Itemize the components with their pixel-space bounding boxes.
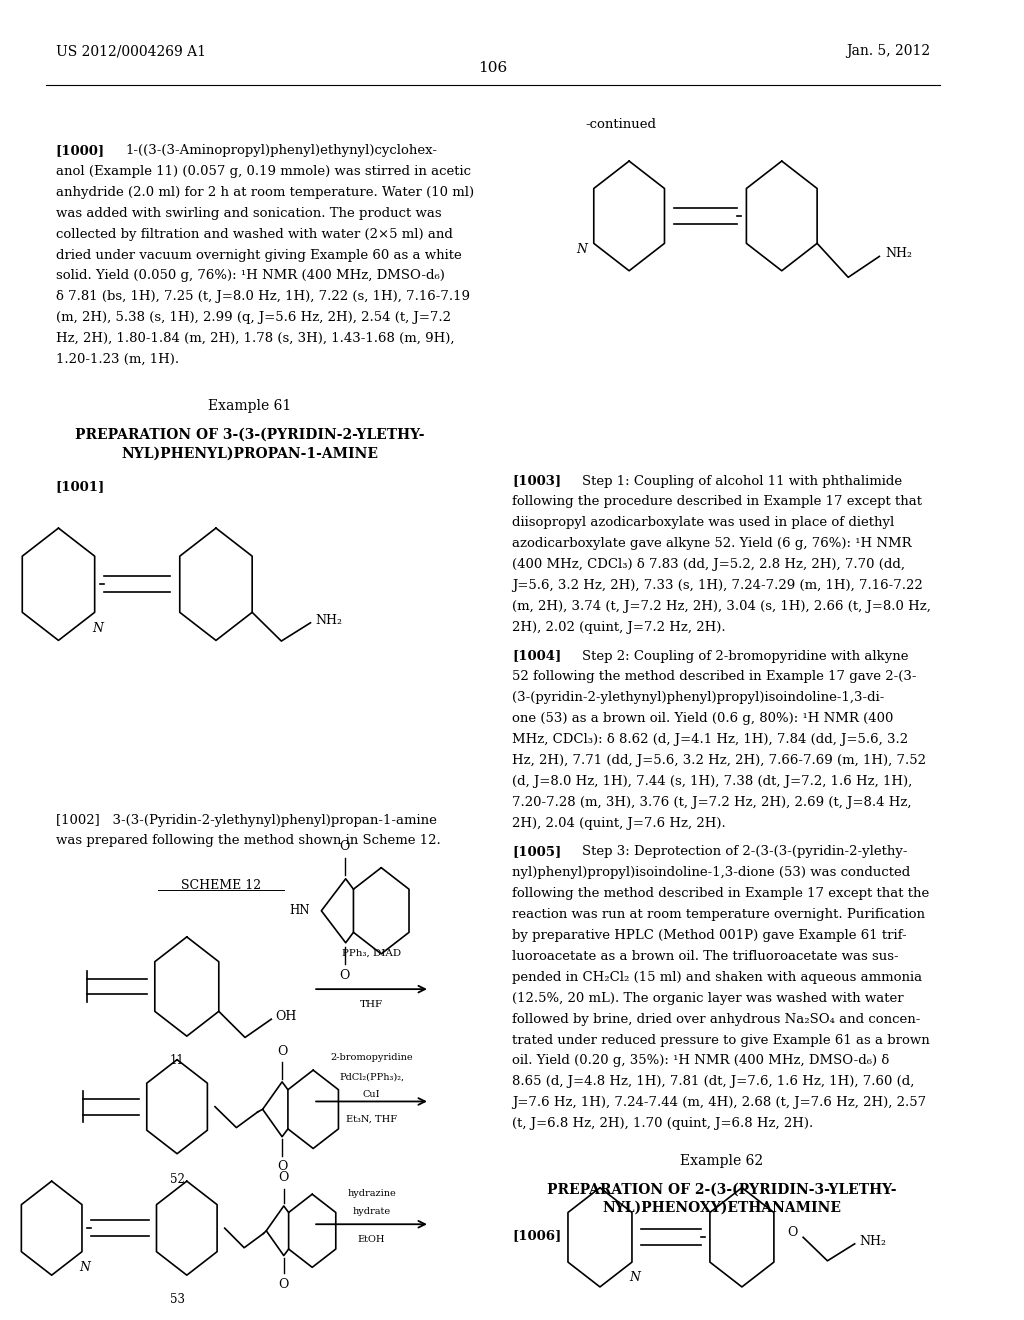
Text: [1006]: [1006] [512, 1229, 562, 1242]
Text: N: N [80, 1261, 90, 1274]
Text: NH₂: NH₂ [859, 1234, 887, 1247]
Text: (400 MHz, CDCl₃) δ 7.83 (dd, J=5.2, 2.8 Hz, 2H), 7.70 (dd,: (400 MHz, CDCl₃) δ 7.83 (dd, J=5.2, 2.8 … [512, 558, 905, 572]
Text: (12.5%, 20 mL). The organic layer was washed with water: (12.5%, 20 mL). The organic layer was wa… [512, 991, 904, 1005]
Text: 2-bromopyridine: 2-bromopyridine [330, 1053, 413, 1063]
Text: trated under reduced pressure to give Example 61 as a brown: trated under reduced pressure to give Ex… [512, 1034, 930, 1047]
Text: PPh₃, DIAD: PPh₃, DIAD [342, 949, 401, 958]
Text: PREPARATION OF 3-(3-(PYRIDIN-2-YLETHY-: PREPARATION OF 3-(3-(PYRIDIN-2-YLETHY- [75, 428, 425, 441]
Text: was added with swirling and sonication. The product was: was added with swirling and sonication. … [55, 207, 441, 219]
Text: OH: OH [275, 1010, 297, 1023]
Text: oil. Yield (0.20 g, 35%): ¹H NMR (400 MHz, DMSO-d₆) δ: oil. Yield (0.20 g, 35%): ¹H NMR (400 MH… [512, 1055, 890, 1068]
Text: US 2012/0004269 A1: US 2012/0004269 A1 [55, 45, 206, 58]
Text: N: N [92, 622, 103, 635]
Text: O: O [340, 969, 350, 982]
Text: J=5.6, 3.2 Hz, 2H), 7.33 (s, 1H), 7.24-7.29 (m, 1H), 7.16-7.22: J=5.6, 3.2 Hz, 2H), 7.33 (s, 1H), 7.24-7… [512, 579, 924, 593]
Text: hydrate: hydrate [352, 1208, 390, 1217]
Text: 53: 53 [170, 1294, 184, 1307]
Text: Example 61: Example 61 [208, 399, 292, 413]
Text: one (53) as a brown oil. Yield (0.6 g, 80%): ¹H NMR (400: one (53) as a brown oil. Yield (0.6 g, 8… [512, 713, 894, 725]
Text: 11: 11 [170, 1055, 184, 1068]
Text: J=7.6 Hz, 1H), 7.24-7.44 (m, 4H), 2.68 (t, J=7.6 Hz, 2H), 2.57: J=7.6 Hz, 1H), 7.24-7.44 (m, 4H), 2.68 (… [512, 1096, 927, 1109]
Text: 2H), 2.04 (quint, J=7.6 Hz, 2H).: 2H), 2.04 (quint, J=7.6 Hz, 2H). [512, 817, 726, 830]
Text: Step 3: Deprotection of 2-(3-(3-(pyridin-2-ylethy-: Step 3: Deprotection of 2-(3-(3-(pyridin… [583, 846, 908, 858]
Text: 1.20-1.23 (m, 1H).: 1.20-1.23 (m, 1H). [55, 352, 178, 366]
Text: 1-((3-(3-Aminopropyl)phenyl)ethynyl)cyclohex-: 1-((3-(3-Aminopropyl)phenyl)ethynyl)cycl… [126, 144, 437, 157]
Text: dried under vacuum overnight giving Example 60 as a white: dried under vacuum overnight giving Exam… [55, 248, 461, 261]
Text: 8.65 (d, J=4.8 Hz, 1H), 7.81 (dt, J=7.6, 1.6 Hz, 1H), 7.60 (d,: 8.65 (d, J=4.8 Hz, 1H), 7.81 (dt, J=7.6,… [512, 1076, 914, 1089]
Text: diisopropyl azodicarboxylate was used in place of diethyl: diisopropyl azodicarboxylate was used in… [512, 516, 895, 529]
Text: following the method described in Example 17 except that the: following the method described in Exampl… [512, 887, 930, 900]
Text: collected by filtration and washed with water (2×5 ml) and: collected by filtration and washed with … [55, 227, 453, 240]
Text: [1004]: [1004] [512, 649, 562, 663]
Text: -continued: -continued [586, 117, 656, 131]
Text: O: O [787, 1225, 798, 1238]
Text: [1001]: [1001] [55, 479, 104, 492]
Text: O: O [276, 1160, 288, 1173]
Text: luoroacetate as a brown oil. The trifluoroacetate was sus-: luoroacetate as a brown oil. The trifluo… [512, 950, 899, 964]
Text: δ 7.81 (bs, 1H), 7.25 (t, J=8.0 Hz, 1H), 7.22 (s, 1H), 7.16-7.19: δ 7.81 (bs, 1H), 7.25 (t, J=8.0 Hz, 1H),… [55, 290, 470, 304]
Text: HN: HN [289, 904, 309, 917]
Text: (t, J=6.8 Hz, 2H), 1.70 (quint, J=6.8 Hz, 2H).: (t, J=6.8 Hz, 2H), 1.70 (quint, J=6.8 Hz… [512, 1117, 814, 1130]
Text: 52 following the method described in Example 17 gave 2-(3-: 52 following the method described in Exa… [512, 671, 916, 684]
Text: PREPARATION OF 2-(3-(PYRIDIN-3-YLETHY-: PREPARATION OF 2-(3-(PYRIDIN-3-YLETHY- [547, 1183, 896, 1196]
Text: MHz, CDCl₃): δ 8.62 (d, J=4.1 Hz, 1H), 7.84 (dd, J=5.6, 3.2: MHz, CDCl₃): δ 8.62 (d, J=4.1 Hz, 1H), 7… [512, 733, 908, 746]
Text: pended in CH₂Cl₂ (15 ml) and shaken with aqueous ammonia: pended in CH₂Cl₂ (15 ml) and shaken with… [512, 970, 923, 983]
Text: CuI: CuI [362, 1090, 380, 1098]
Text: [1000]: [1000] [55, 144, 104, 157]
Text: reaction was run at room temperature overnight. Purification: reaction was run at room temperature ove… [512, 908, 926, 921]
Text: azodicarboxylate gave alkyne 52. Yield (6 g, 76%): ¹H NMR: azodicarboxylate gave alkyne 52. Yield (… [512, 537, 912, 550]
Text: (m, 2H), 5.38 (s, 1H), 2.99 (q, J=5.6 Hz, 2H), 2.54 (t, J=7.2: (m, 2H), 5.38 (s, 1H), 2.99 (q, J=5.6 Hz… [55, 312, 451, 325]
Text: N: N [630, 1271, 640, 1284]
Text: anol (Example 11) (0.057 g, 0.19 mmole) was stirred in acetic: anol (Example 11) (0.057 g, 0.19 mmole) … [55, 165, 471, 178]
Text: NH₂: NH₂ [315, 614, 342, 627]
Text: Step 2: Coupling of 2-bromopyridine with alkyne: Step 2: Coupling of 2-bromopyridine with… [583, 649, 909, 663]
Text: Et₃N, THF: Et₃N, THF [346, 1114, 397, 1123]
Text: nyl)phenyl)propyl)isoindoline-1,3-dione (53) was conducted: nyl)phenyl)propyl)isoindoline-1,3-dione … [512, 866, 910, 879]
Text: (3-(pyridin-2-ylethynyl)phenyl)propyl)isoindoline-1,3-di-: (3-(pyridin-2-ylethynyl)phenyl)propyl)is… [512, 692, 885, 705]
Text: THF: THF [360, 999, 383, 1008]
Text: Hz, 2H), 7.71 (dd, J=5.6, 3.2 Hz, 2H), 7.66-7.69 (m, 1H), 7.52: Hz, 2H), 7.71 (dd, J=5.6, 3.2 Hz, 2H), 7… [512, 754, 927, 767]
Text: anhydride (2.0 ml) for 2 h at room temperature. Water (10 ml): anhydride (2.0 ml) for 2 h at room tempe… [55, 186, 474, 199]
Text: 2H), 2.02 (quint, J=7.2 Hz, 2H).: 2H), 2.02 (quint, J=7.2 Hz, 2H). [512, 620, 726, 634]
Text: (d, J=8.0 Hz, 1H), 7.44 (s, 1H), 7.38 (dt, J=7.2, 1.6 Hz, 1H),: (d, J=8.0 Hz, 1H), 7.44 (s, 1H), 7.38 (d… [512, 775, 912, 788]
Text: N: N [577, 243, 588, 256]
Text: Example 62: Example 62 [680, 1154, 763, 1168]
Text: 106: 106 [478, 61, 508, 75]
Text: O: O [279, 1278, 289, 1291]
Text: by preparative HPLC (Method 001P) gave Example 61 trif-: by preparative HPLC (Method 001P) gave E… [512, 929, 907, 942]
Text: O: O [340, 840, 350, 853]
Text: [1003]: [1003] [512, 474, 561, 487]
Text: SCHEME 12: SCHEME 12 [181, 879, 261, 892]
Text: [1005]: [1005] [512, 846, 562, 858]
Text: NYL)PHENOXY)ETHANAMINE: NYL)PHENOXY)ETHANAMINE [602, 1201, 841, 1214]
Text: 52: 52 [170, 1173, 184, 1187]
Text: Jan. 5, 2012: Jan. 5, 2012 [847, 45, 931, 58]
Text: O: O [279, 1171, 289, 1184]
Text: solid. Yield (0.050 g, 76%): ¹H NMR (400 MHz, DMSO-d₆): solid. Yield (0.050 g, 76%): ¹H NMR (400… [55, 269, 444, 282]
Text: 7.20-7.28 (m, 3H), 3.76 (t, J=7.2 Hz, 2H), 2.69 (t, J=8.4 Hz,: 7.20-7.28 (m, 3H), 3.76 (t, J=7.2 Hz, 2H… [512, 796, 912, 809]
Text: hydrazine: hydrazine [347, 1189, 396, 1199]
Text: (m, 2H), 3.74 (t, J=7.2 Hz, 2H), 3.04 (s, 1H), 2.66 (t, J=8.0 Hz,: (m, 2H), 3.74 (t, J=7.2 Hz, 2H), 3.04 (s… [512, 599, 932, 612]
Text: following the procedure described in Example 17 except that: following the procedure described in Exa… [512, 495, 923, 508]
Text: was prepared following the method shown in Scheme 12.: was prepared following the method shown … [55, 834, 440, 846]
Text: NYL)PHENYL)PROPAN-1-AMINE: NYL)PHENYL)PROPAN-1-AMINE [122, 447, 379, 461]
Text: followed by brine, dried over anhydrous Na₂SO₄ and concen-: followed by brine, dried over anhydrous … [512, 1012, 921, 1026]
Text: Hz, 2H), 1.80-1.84 (m, 2H), 1.78 (s, 3H), 1.43-1.68 (m, 9H),: Hz, 2H), 1.80-1.84 (m, 2H), 1.78 (s, 3H)… [55, 333, 454, 345]
Text: EtOH: EtOH [357, 1234, 385, 1243]
Text: Step 1: Coupling of alcohol 11 with phthalimide: Step 1: Coupling of alcohol 11 with phth… [583, 474, 902, 487]
Text: NH₂: NH₂ [885, 247, 912, 260]
Text: PdCl₂(PPh₃)₂,: PdCl₂(PPh₃)₂, [339, 1073, 404, 1082]
Text: [1002]   3-(3-(Pyridin-2-ylethynyl)phenyl)propan-1-amine: [1002] 3-(3-(Pyridin-2-ylethynyl)phenyl)… [55, 814, 436, 828]
Text: O: O [276, 1045, 288, 1059]
